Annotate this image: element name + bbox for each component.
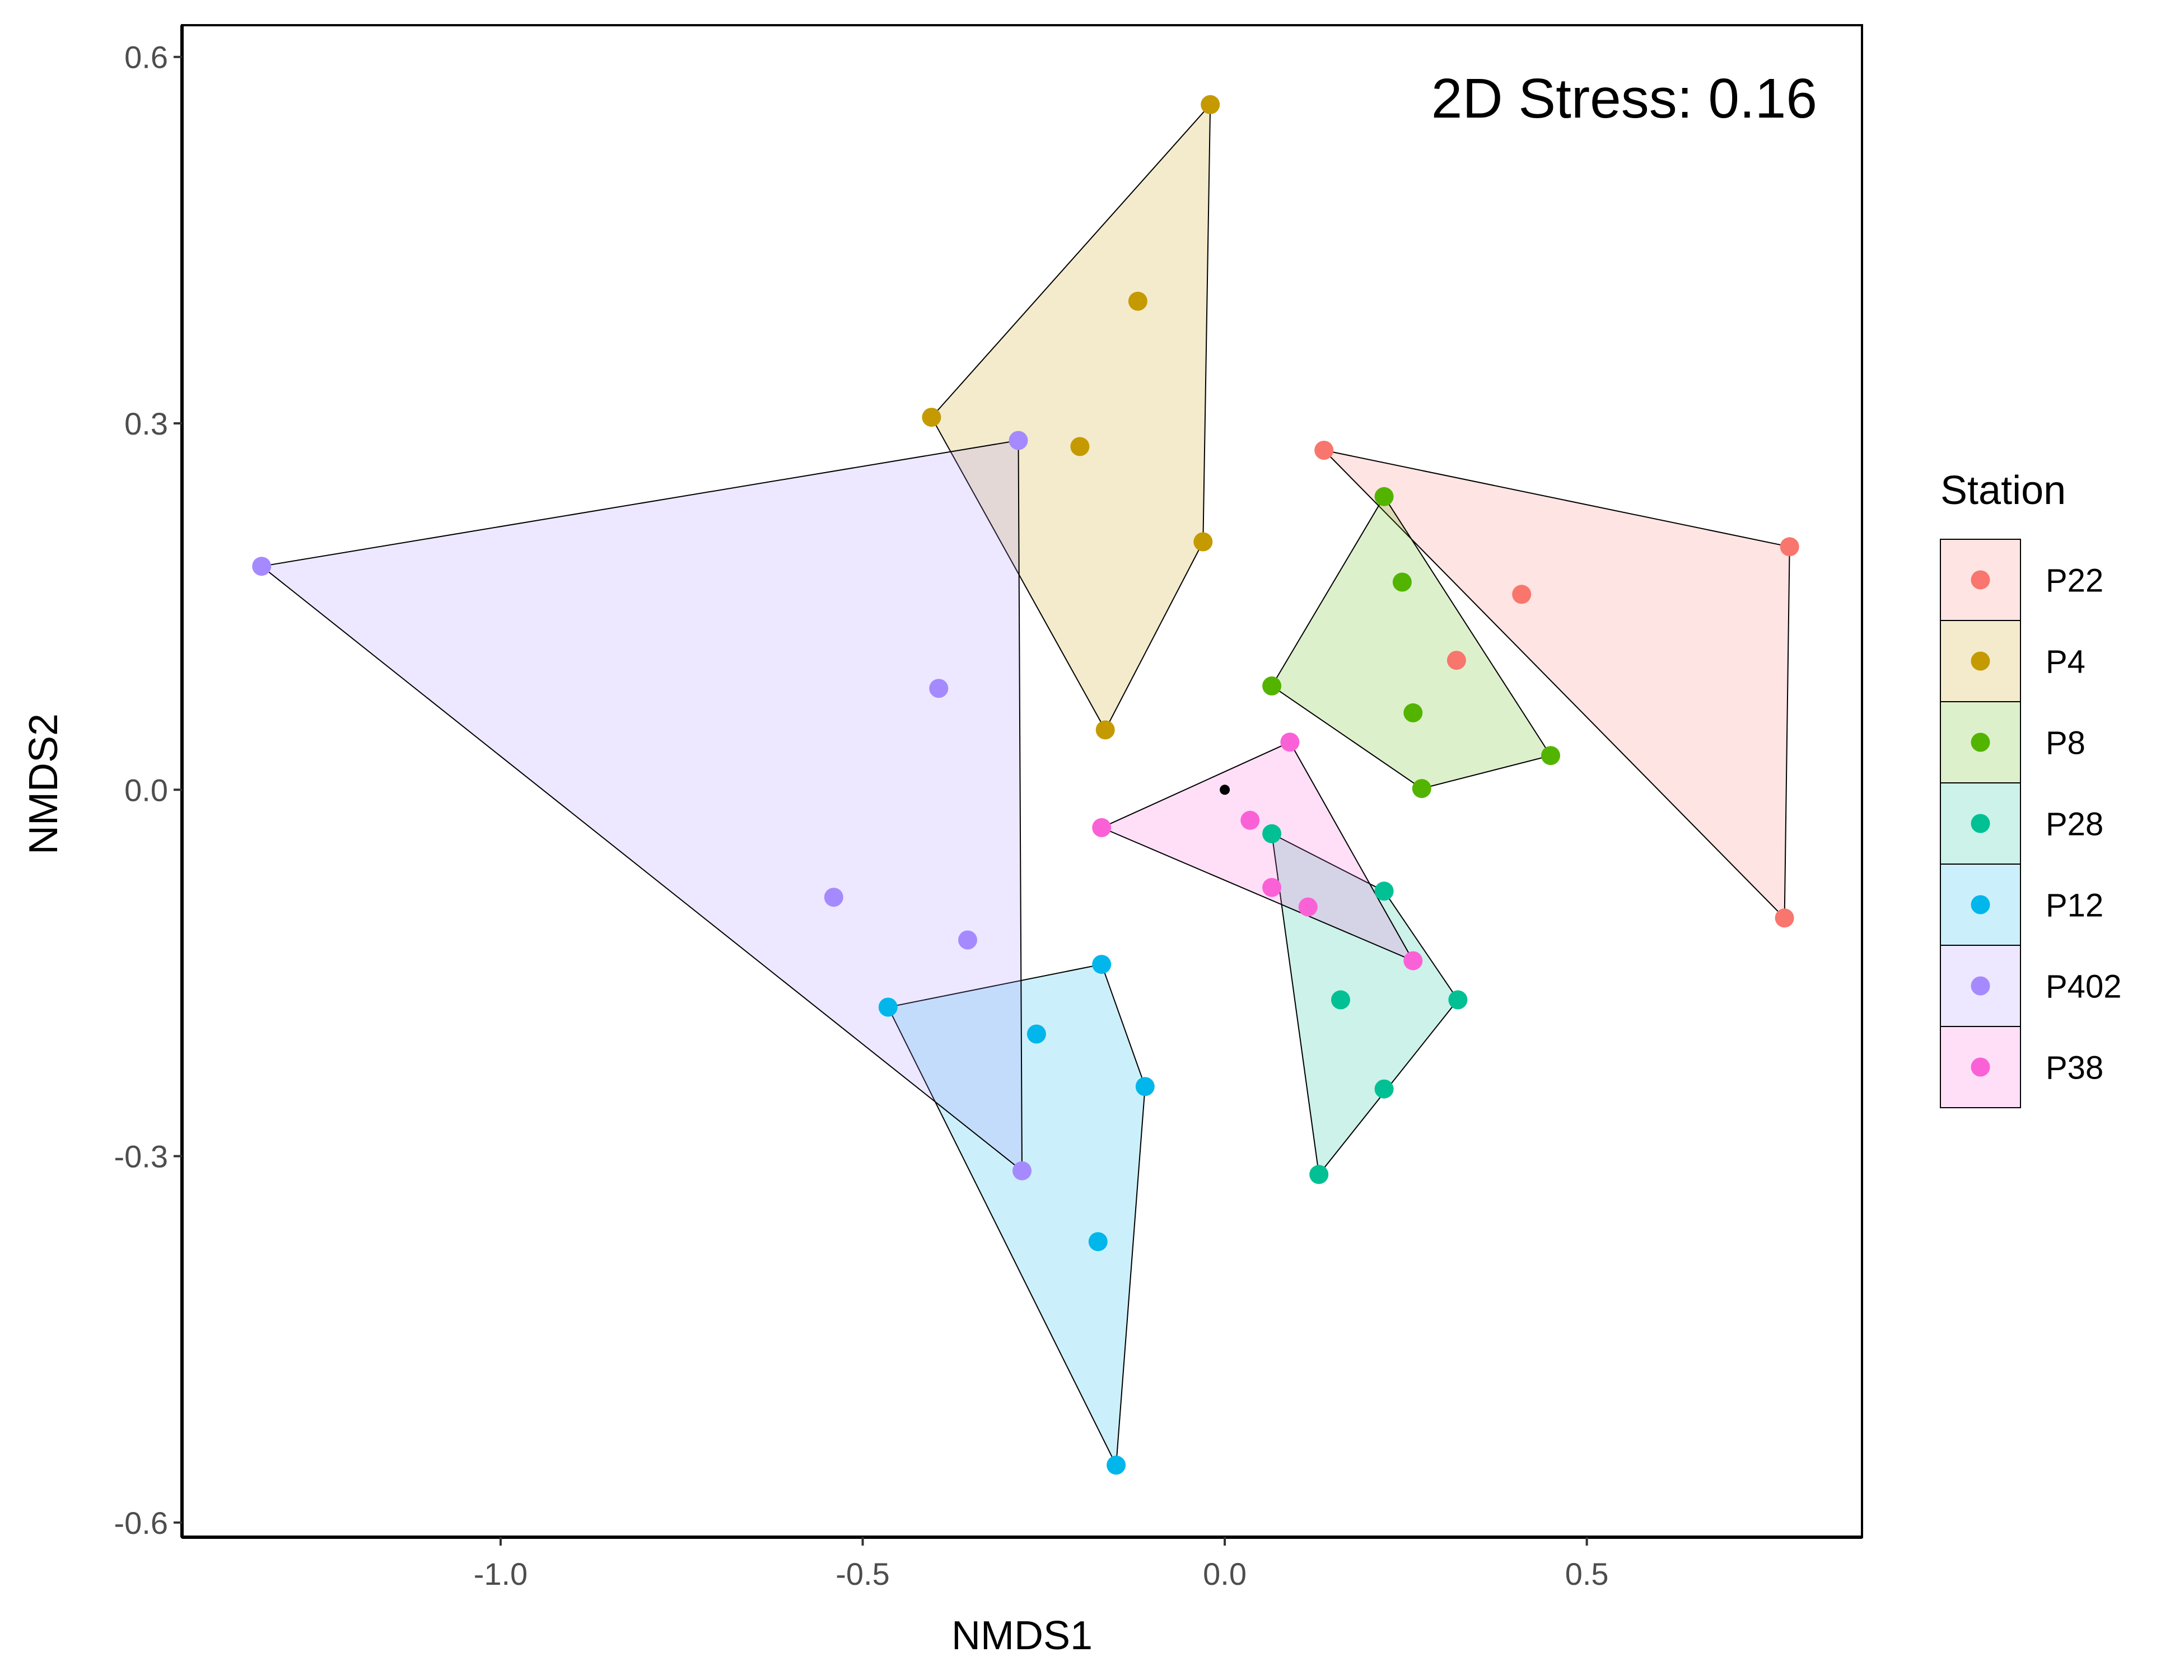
- point-p4-4: [1070, 437, 1090, 456]
- legend-label: P402: [2046, 969, 2121, 1005]
- hull-p38: [1100, 741, 1415, 962]
- points-layer: [252, 95, 1799, 1475]
- legend-key-dot: [1971, 976, 1990, 996]
- point-p402-5: [958, 930, 977, 950]
- x-tick-label: 0.5: [1565, 1556, 1609, 1592]
- y-tick-label: -0.6: [114, 1505, 169, 1541]
- point-p38-1: [1280, 732, 1300, 752]
- x-tick-label: 0.0: [1203, 1556, 1247, 1592]
- legend-item-p402: P402: [1940, 945, 2121, 1027]
- point-p4-2: [1128, 291, 1147, 311]
- legend-label: P22: [2046, 563, 2103, 599]
- point-p38-6: [1403, 951, 1423, 970]
- y-tick-label: -0.3: [114, 1139, 169, 1174]
- point-p4-1: [1201, 95, 1220, 114]
- legend-key-dot: [1971, 1057, 1990, 1077]
- y-tick-label: 0.0: [124, 772, 168, 808]
- point-p402-2: [252, 557, 272, 576]
- point-p22-5: [1775, 908, 1794, 928]
- point-p22-2: [1780, 537, 1799, 557]
- legend-item-p22: P22: [1940, 539, 2103, 621]
- point-p402-6: [1012, 1161, 1032, 1180]
- point-p12-4: [1135, 1077, 1155, 1096]
- point-p4-6: [1095, 720, 1115, 740]
- point-p8-4: [1403, 703, 1423, 722]
- hull-p22: [1322, 449, 1790, 920]
- point-p12-1: [1092, 955, 1112, 974]
- y-tick-label: 0.3: [124, 406, 168, 441]
- hull-p402: [260, 440, 1023, 1172]
- stress-annotation: 2D Stress: 0.16: [1431, 67, 1817, 130]
- legend-key-dot: [1971, 814, 1990, 833]
- legend-label: P12: [2046, 888, 2103, 924]
- legend-key: [1940, 620, 2021, 702]
- point-p28-6: [1309, 1165, 1329, 1184]
- hulls-layer: [260, 103, 1790, 1467]
- point-p28-1: [1262, 824, 1282, 843]
- point-p28-2: [1374, 881, 1394, 901]
- legend-label: P8: [2046, 725, 2085, 762]
- point-p22-3: [1512, 585, 1532, 604]
- x-tick-label: -0.5: [836, 1556, 890, 1592]
- point-p22-4: [1446, 651, 1466, 670]
- legend-item-p38: P38: [1940, 1026, 2103, 1108]
- point-p22-1: [1314, 441, 1334, 460]
- y-axis: -0.6 -0.3 0.0 0.3 0.6: [114, 25, 184, 1541]
- point-p38-3: [1240, 810, 1260, 830]
- centroid-layer: [1220, 785, 1230, 795]
- legend-item-p28: P28: [1940, 782, 2103, 865]
- point-p28-4: [1448, 990, 1468, 1010]
- legend-title: Station: [1940, 468, 2066, 513]
- point-p38-2: [1092, 818, 1112, 837]
- legend-key-dot: [1971, 895, 1990, 914]
- legend-label: P28: [2046, 806, 2103, 843]
- y-axis-title: NMDS2: [21, 713, 66, 855]
- point-p402-4: [824, 888, 843, 907]
- point-p38-4: [1262, 878, 1282, 897]
- legend-item-p12: P12: [1940, 864, 2103, 946]
- point-p4-5: [1193, 532, 1213, 552]
- point-p8-5: [1541, 746, 1560, 766]
- point-p12-3: [1026, 1024, 1046, 1044]
- legend: Station P22 P4 P8 P28 P12 P402 P38: [1940, 468, 2121, 1108]
- point-p28-3: [1331, 990, 1350, 1010]
- y-tick-label: 0.6: [124, 40, 168, 75]
- point-p28-5: [1374, 1079, 1394, 1099]
- legend-label: P38: [2046, 1050, 2103, 1086]
- x-axis: -1.0 -0.5 0.0 0.5: [182, 1536, 1862, 1592]
- point-p8-2: [1392, 572, 1412, 592]
- point-p12-5: [1088, 1232, 1108, 1252]
- point-p8-1: [1374, 487, 1394, 506]
- legend-key-dot: [1971, 570, 1990, 590]
- point-p12-2: [878, 997, 898, 1017]
- point-p4-3: [922, 408, 941, 427]
- point-p8-3: [1262, 676, 1282, 696]
- plot-background: [182, 25, 1862, 1537]
- legend-item-p4: P4: [1940, 620, 2085, 702]
- point-p402-3: [929, 679, 949, 698]
- point-p402-1: [1009, 431, 1028, 450]
- point-p8-6: [1412, 779, 1431, 799]
- legend-item-p8: P8: [1940, 701, 2085, 783]
- x-tick-label: -1.0: [474, 1556, 528, 1592]
- centroid-marker: [1220, 785, 1230, 795]
- point-p12-6: [1107, 1455, 1126, 1475]
- legend-key-dot: [1971, 651, 1990, 671]
- x-axis-title: NMDS1: [951, 1613, 1093, 1658]
- legend-label: P4: [2046, 644, 2085, 680]
- legend-key-dot: [1971, 732, 1990, 752]
- point-p38-5: [1298, 897, 1318, 917]
